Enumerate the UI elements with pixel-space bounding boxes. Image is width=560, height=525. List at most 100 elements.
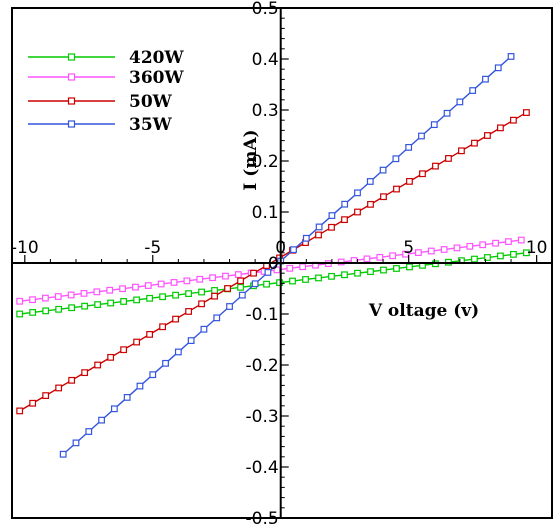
y-tick-label: -0.2 xyxy=(246,356,279,376)
data-point xyxy=(149,371,157,379)
legend-item: 360W xyxy=(129,68,184,88)
data-point xyxy=(363,255,371,263)
data-point xyxy=(159,323,167,331)
x-tick-label: -5 xyxy=(144,238,161,258)
data-point xyxy=(484,132,491,139)
data-point xyxy=(68,376,76,384)
data-point xyxy=(263,280,270,288)
data-point xyxy=(379,166,387,174)
data-point xyxy=(237,283,244,291)
data-point xyxy=(389,252,397,260)
axes-layer xyxy=(12,7,552,519)
data-point xyxy=(170,279,178,286)
data-point xyxy=(200,325,208,333)
data-point xyxy=(136,382,144,390)
data-point xyxy=(380,266,387,274)
data-point xyxy=(315,274,322,282)
legend-marker xyxy=(67,73,76,81)
series-line xyxy=(19,111,527,412)
data-point xyxy=(405,143,413,151)
legend-marker xyxy=(67,53,76,61)
data-point xyxy=(341,216,348,224)
data-point xyxy=(523,109,530,116)
data-point xyxy=(354,189,361,197)
data-point xyxy=(59,450,67,458)
data-point xyxy=(185,308,192,315)
data-point xyxy=(29,309,37,316)
data-point xyxy=(366,178,374,185)
legend-item: 420W xyxy=(129,48,184,68)
data-point xyxy=(341,271,348,279)
data-point xyxy=(299,263,307,271)
y-tick-label: 0.5 xyxy=(252,0,279,19)
data-point xyxy=(414,249,422,257)
data-point xyxy=(98,416,105,424)
data-point xyxy=(458,147,465,155)
x-tick-label: 5 xyxy=(403,238,414,258)
x-tick-label: 10 xyxy=(526,238,548,258)
data-point xyxy=(290,246,297,254)
data-point xyxy=(430,121,438,129)
data-point xyxy=(110,405,118,413)
data-point xyxy=(172,291,179,299)
data-point xyxy=(406,178,413,185)
data-point xyxy=(42,307,50,315)
data-point xyxy=(328,223,335,231)
data-point xyxy=(238,291,246,299)
legend-marker xyxy=(67,120,76,128)
data-point xyxy=(376,253,384,261)
data-point xyxy=(72,439,80,447)
data-point xyxy=(146,331,154,338)
data-point xyxy=(479,241,487,249)
data-point xyxy=(29,399,37,407)
data-point xyxy=(16,310,24,318)
data-point xyxy=(507,53,515,60)
data-point xyxy=(183,277,191,285)
data-point xyxy=(505,238,512,246)
data-point xyxy=(471,255,478,263)
data-point xyxy=(211,287,218,294)
data-point xyxy=(172,315,179,323)
data-point xyxy=(93,288,101,296)
data-point xyxy=(315,223,323,231)
data-point xyxy=(440,246,448,253)
data-point xyxy=(120,346,128,354)
data-point xyxy=(466,242,474,250)
data-point xyxy=(328,272,335,280)
y-tick-label: -0.1 xyxy=(246,305,279,325)
data-point xyxy=(427,247,435,255)
y-tick-label: -0.3 xyxy=(246,407,279,427)
data-point xyxy=(393,185,400,193)
data-point xyxy=(41,294,49,302)
y-tick-label: -0.5 xyxy=(246,509,279,525)
data-point xyxy=(354,208,361,216)
x-axis-title: V oltage (v) xyxy=(368,301,479,321)
labels-layer: -10 -5 0 5 10 -0.5 -0.4 -0.3 -0.2 -0.1 0 0.1 0.2 0.3 0… xyxy=(11,0,548,525)
data-point xyxy=(185,290,192,297)
x-tick-label: -10 xyxy=(11,238,39,258)
data-point xyxy=(224,285,231,292)
data-point xyxy=(419,170,426,178)
data-point xyxy=(81,369,89,377)
data-point xyxy=(494,64,502,72)
data-point xyxy=(107,299,115,307)
data-point xyxy=(80,290,88,297)
data-point xyxy=(174,348,182,356)
data-point xyxy=(123,394,131,401)
data-point xyxy=(213,314,221,322)
y-tick-label: 0.4 xyxy=(252,50,279,70)
data-point xyxy=(94,301,102,308)
data-point xyxy=(517,236,525,244)
data-point xyxy=(443,109,451,117)
y-tick-label: -0.4 xyxy=(246,458,279,478)
data-point xyxy=(341,200,349,208)
data-point xyxy=(418,132,425,140)
data-point xyxy=(159,293,167,301)
data-point xyxy=(492,239,499,247)
data-point xyxy=(273,266,281,274)
data-point xyxy=(286,264,294,272)
data-point xyxy=(497,124,504,132)
y-axis-title: I (mA) xyxy=(241,129,261,190)
